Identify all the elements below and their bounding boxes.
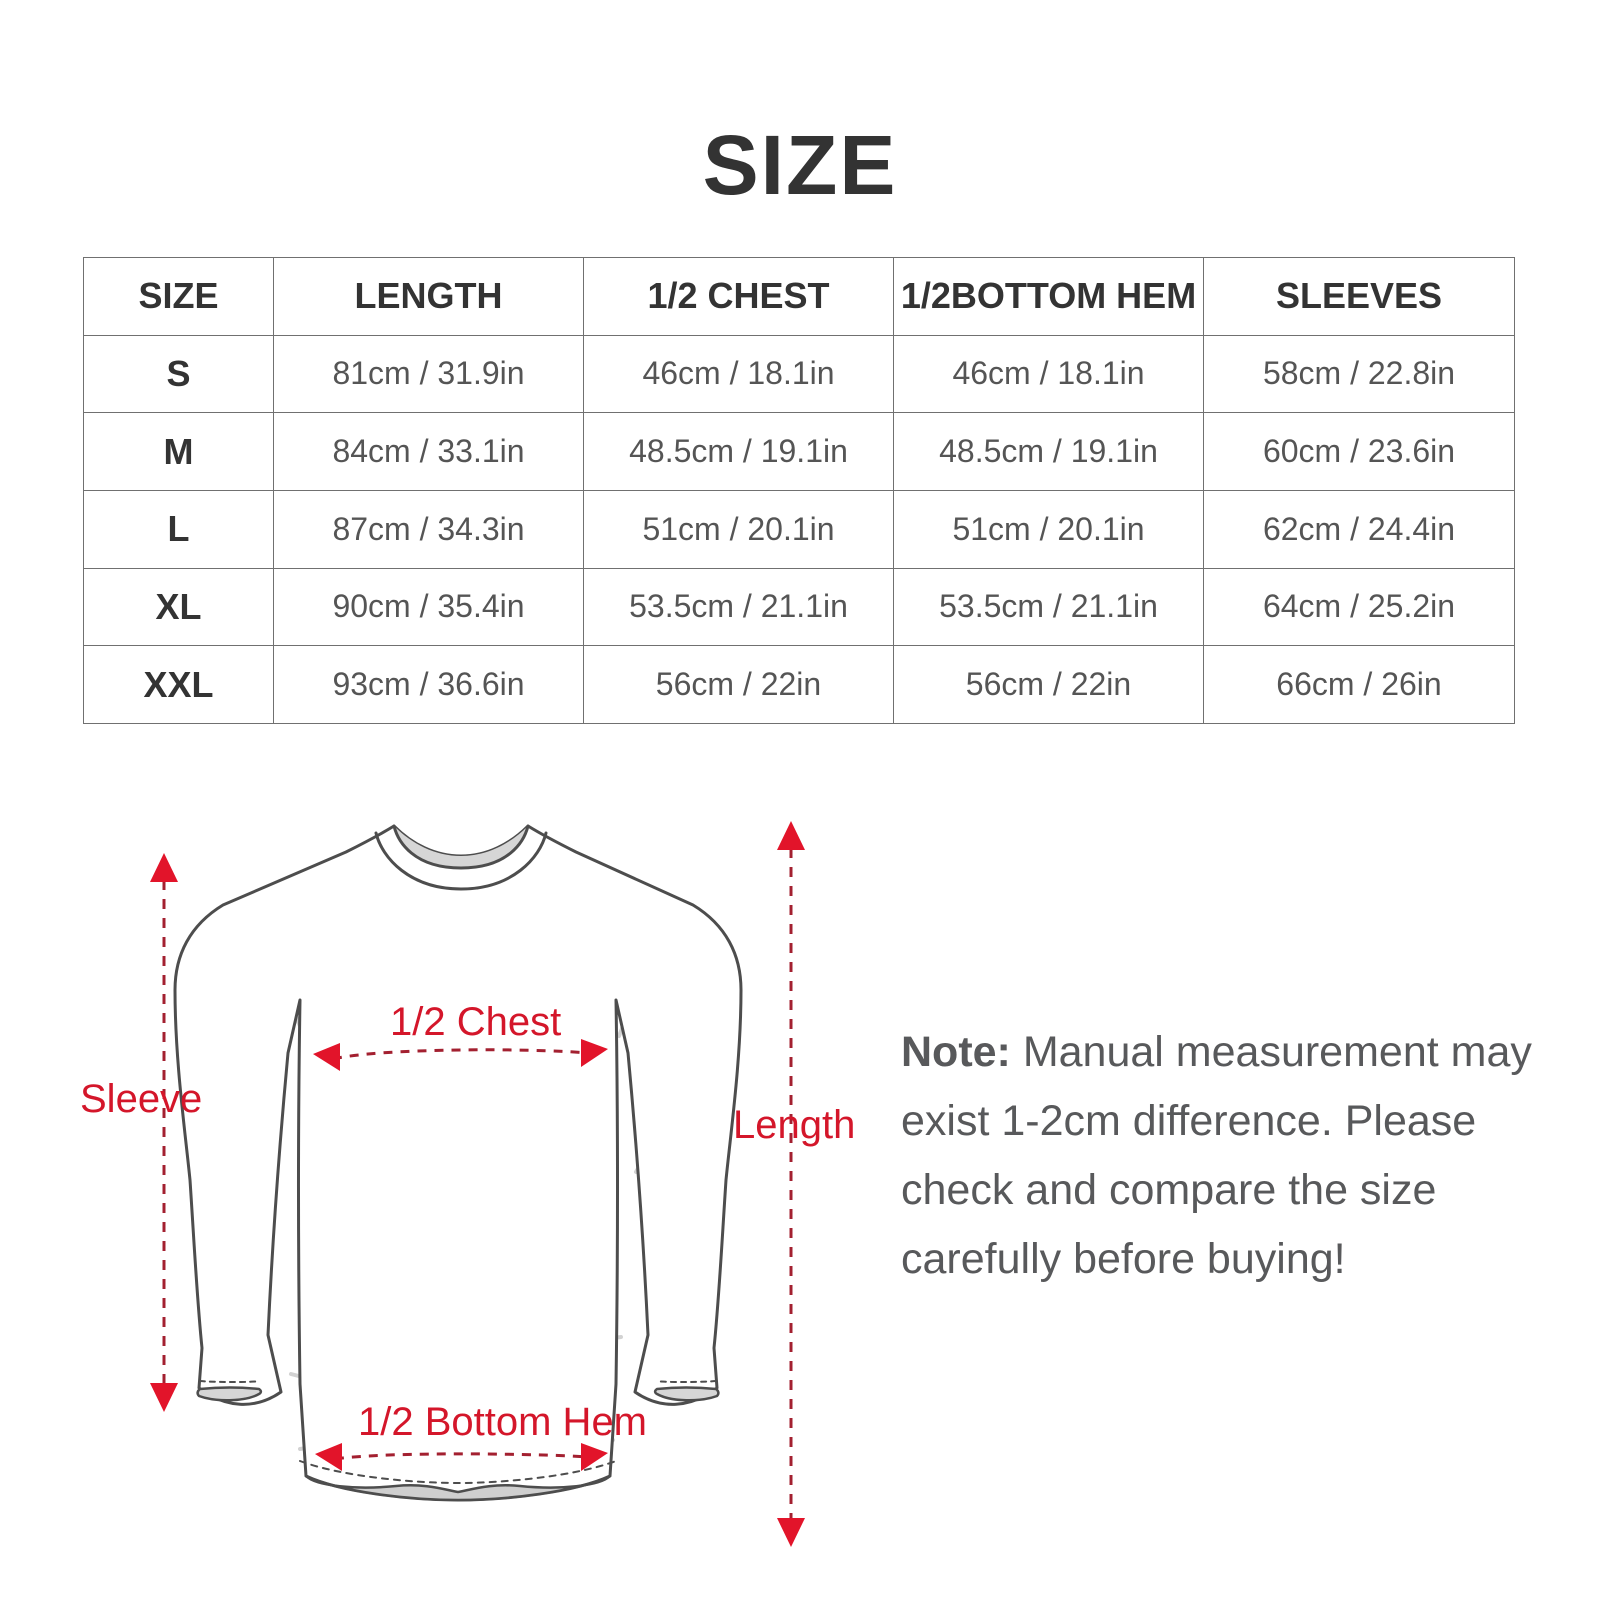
svg-text:1/2 Bottom Hem: 1/2 Bottom Hem bbox=[358, 1400, 647, 1444]
svg-text:Sleeve: Sleeve bbox=[80, 1077, 202, 1121]
svg-text:Length: Length bbox=[733, 1103, 855, 1147]
svg-text:1/2 Chest: 1/2 Chest bbox=[390, 1000, 561, 1044]
